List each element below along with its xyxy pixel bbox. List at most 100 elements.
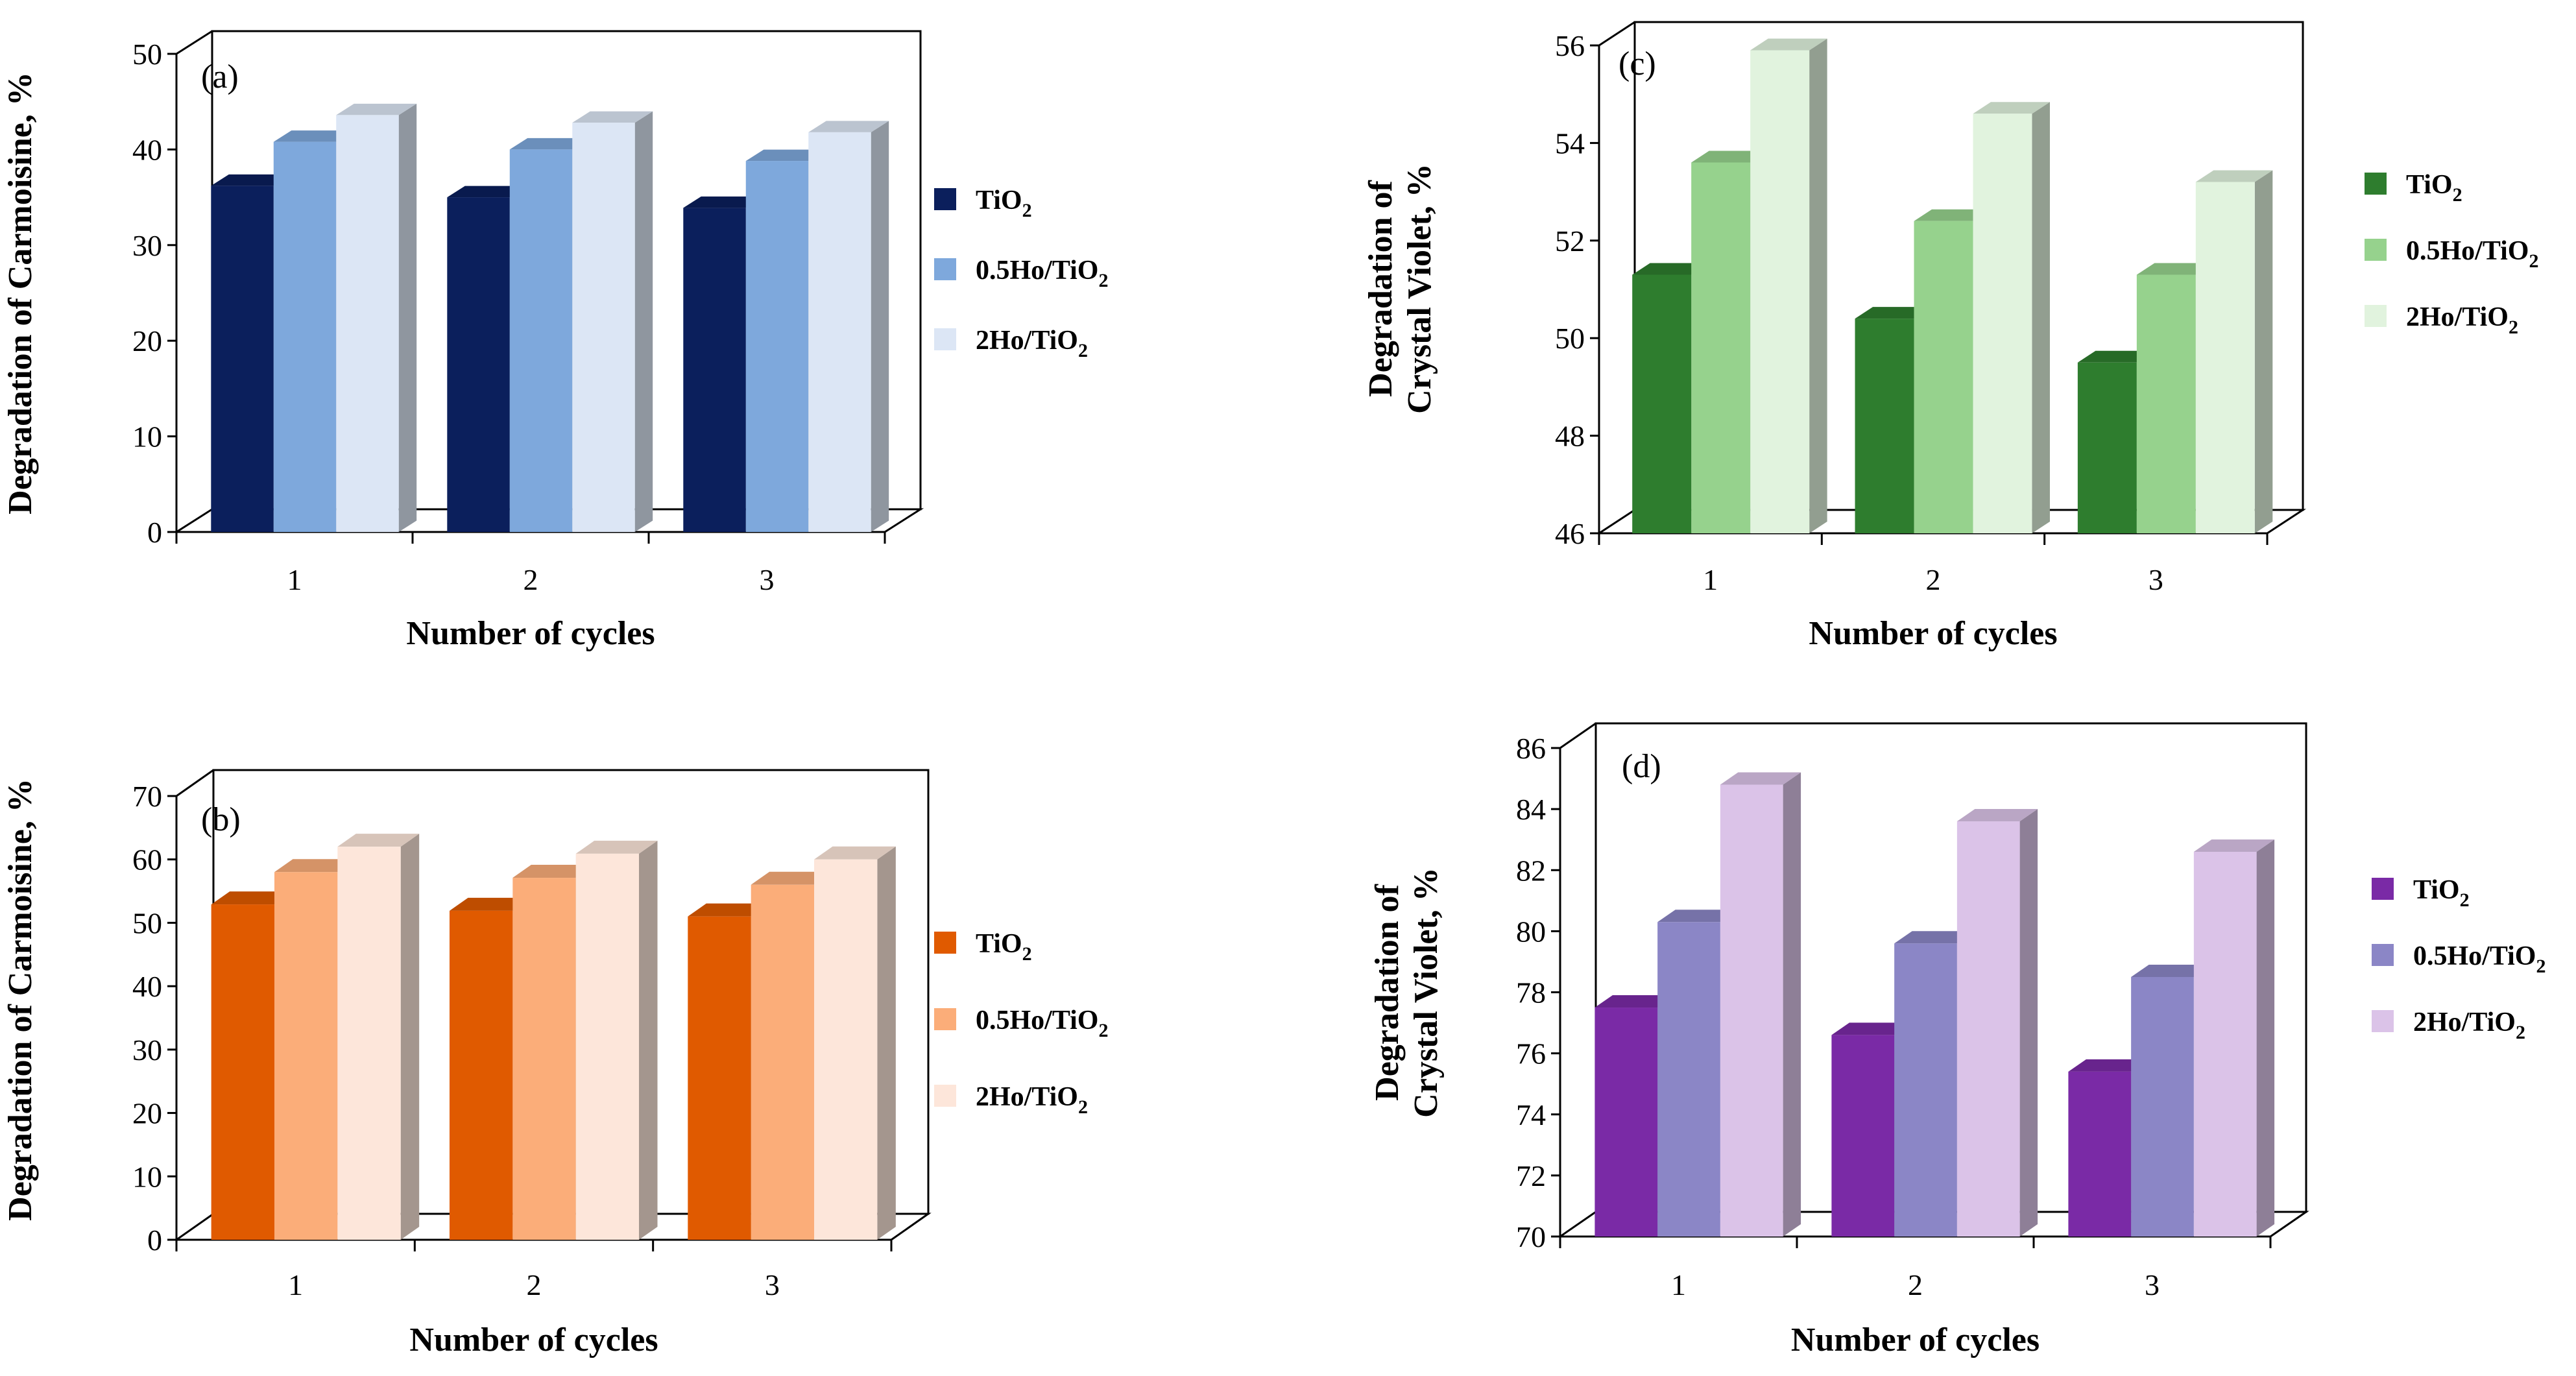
y-axis-top-connector bbox=[1559, 722, 1596, 749]
bar-front-face bbox=[1657, 922, 1720, 1237]
x-tick-label: 3 bbox=[2149, 563, 2163, 596]
y-axis-label-line: Degradation of bbox=[1362, 180, 1399, 397]
bar-top-face bbox=[808, 121, 889, 132]
y-tick-label: 0 bbox=[147, 1224, 162, 1257]
bar-top-face bbox=[1973, 102, 2050, 114]
y-tick-label: 50 bbox=[132, 38, 162, 71]
bar-top-face bbox=[683, 196, 764, 208]
bar-front-face bbox=[1720, 784, 1783, 1237]
bar-front-face bbox=[273, 141, 337, 532]
bar-front-face bbox=[572, 123, 635, 533]
x-axis-label: Number of cycles bbox=[406, 615, 655, 652]
y-tick-label: 48 bbox=[1555, 420, 1585, 453]
legend-label-subscript: 2 bbox=[2536, 956, 2546, 977]
bar-top-face bbox=[1750, 38, 1827, 51]
y-tick-label: 10 bbox=[132, 420, 162, 453]
legend-label-base: TiO bbox=[976, 186, 1022, 215]
y-axis-label: Degradation of Carmoisine, % bbox=[2, 779, 39, 1221]
bar-side-face bbox=[400, 834, 420, 1240]
bar-front-face bbox=[1831, 1035, 1895, 1237]
bar-top-face bbox=[1956, 808, 2038, 821]
bar-front-face bbox=[211, 904, 274, 1240]
x-tick-label: 1 bbox=[287, 563, 302, 596]
y-axis-top-connector bbox=[1598, 21, 1635, 47]
legend-label-base: 0.5Ho/TiO bbox=[976, 1006, 1098, 1035]
legend-label-base: 2Ho/TiO bbox=[976, 326, 1078, 356]
legend-label: TiO2 bbox=[976, 929, 1032, 965]
x-tick-label: 3 bbox=[760, 563, 775, 596]
y-tick-label: 82 bbox=[1516, 854, 1546, 887]
bar-top-face bbox=[2193, 839, 2275, 852]
y-axis-ticks: 0 10 20 30 40 50 60 70 bbox=[132, 780, 176, 1257]
bar-top-face bbox=[1632, 263, 1709, 275]
bar-a-cycle3-series3 bbox=[808, 121, 889, 533]
bar-side-face bbox=[871, 121, 889, 533]
bar-top-face bbox=[751, 871, 833, 885]
bar-front-face bbox=[274, 872, 338, 1240]
bar-side-face bbox=[877, 846, 896, 1240]
panel-a: 0 10 20 30 40 50 1 2 3 Degradation of Carmoisine,… bbox=[2, 30, 1108, 652]
y-axis-label-line: Crystal Violet, % bbox=[1401, 163, 1438, 414]
bar-front-face bbox=[1595, 1008, 1658, 1237]
panel-label: (a) bbox=[201, 58, 239, 95]
bar-d-cycle3-series3 bbox=[2193, 839, 2275, 1237]
legend-label-subscript: 2 bbox=[1078, 340, 1088, 361]
legend-label: 0.5Ho/TiO2 bbox=[976, 256, 1108, 291]
bar-top-face bbox=[512, 865, 595, 878]
y-tick-label: 10 bbox=[132, 1160, 162, 1193]
bar-front-face bbox=[449, 910, 513, 1240]
y-tick-label: 76 bbox=[1516, 1037, 1546, 1070]
legend-label-subscript: 2 bbox=[1022, 200, 1032, 221]
bar-front-face bbox=[512, 878, 576, 1240]
bar-top-face bbox=[509, 138, 590, 150]
bar-d-cycle2-series3 bbox=[1956, 808, 2038, 1237]
x-tick-label: 2 bbox=[1926, 563, 1941, 596]
legend-label: 2Ho/TiO2 bbox=[976, 326, 1088, 361]
y-tick-label: 0 bbox=[147, 516, 162, 549]
bar-side-face bbox=[2256, 839, 2275, 1237]
panel-d: 70 72 74 76 78 80 82 84 86 1 2 3 Degradation of Cryst… bbox=[1369, 722, 2546, 1358]
legend-swatch bbox=[934, 1085, 956, 1107]
bar-front-face bbox=[2077, 362, 2137, 533]
bar-top-face bbox=[1657, 910, 1739, 923]
bar-top-face bbox=[211, 891, 293, 905]
legend-swatch bbox=[2365, 239, 2387, 261]
y-tick-label: 20 bbox=[132, 324, 162, 357]
legend-swatch bbox=[2372, 1010, 2394, 1032]
y-tick-label: 86 bbox=[1516, 732, 1546, 765]
bar-top-face bbox=[1894, 931, 1975, 944]
legend-label: 2Ho/TiO2 bbox=[976, 1082, 1088, 1118]
bar-top-face bbox=[745, 149, 826, 162]
panel-b: 0 10 20 30 40 50 60 70 1 2 3 Degradation of Carmois… bbox=[2, 769, 1108, 1358]
bar-side-face bbox=[2019, 808, 2038, 1237]
legend-label-base: 2Ho/TiO bbox=[976, 1082, 1078, 1112]
x-axis-label: Number of cycles bbox=[1791, 1322, 2040, 1358]
legend-label-subscript: 2 bbox=[2509, 317, 2518, 338]
bar-front-face bbox=[575, 853, 640, 1240]
bar-top-face bbox=[2195, 170, 2273, 182]
bar-top-face bbox=[447, 186, 528, 198]
bar-top-face bbox=[274, 859, 356, 873]
legend-label-base: TiO bbox=[2406, 170, 2453, 200]
legend-label-base: 2Ho/TiO bbox=[2413, 1008, 2516, 1037]
bar-front-face bbox=[1691, 162, 1751, 534]
legend-swatch bbox=[934, 932, 956, 954]
y-axis-label-line: Crystal Violet, % bbox=[1408, 867, 1445, 1118]
x-tick-label: 2 bbox=[527, 1268, 542, 1301]
legend-swatch bbox=[2372, 878, 2394, 900]
x-axis-categories: 1 2 3 bbox=[1559, 1237, 2272, 1301]
bar-a-cycle2-series3 bbox=[572, 111, 653, 533]
legend-label: TiO2 bbox=[2406, 170, 2462, 206]
bar-c-cycle2-series3 bbox=[1973, 102, 2050, 533]
bar-front-face bbox=[814, 859, 878, 1240]
bar-front-face bbox=[509, 149, 573, 532]
bar-top-face bbox=[449, 897, 531, 911]
y-axis-top-connector bbox=[176, 769, 214, 797]
y-tick-label: 60 bbox=[132, 843, 162, 876]
legend-label-subscript: 2 bbox=[1078, 1096, 1088, 1118]
y-axis-label: Degradation of Carmoisine, % bbox=[2, 72, 39, 514]
bar-c-cycle1-series3 bbox=[1750, 38, 1827, 533]
